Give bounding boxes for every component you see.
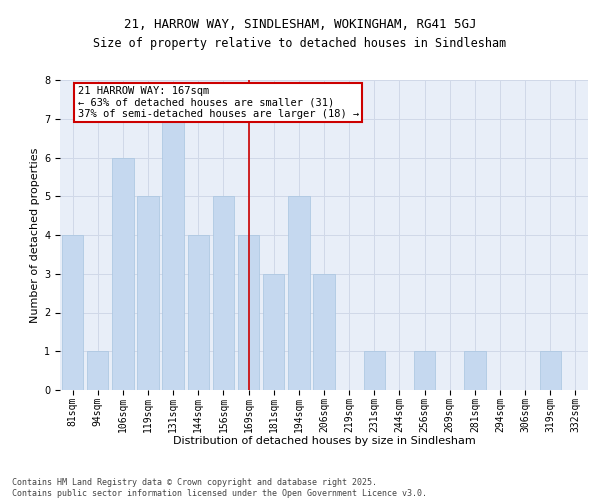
X-axis label: Distribution of detached houses by size in Sindlesham: Distribution of detached houses by size … (173, 436, 475, 446)
Bar (188, 235, 209, 390)
Bar (288, 196, 310, 390)
Text: Size of property relative to detached houses in Sindlesham: Size of property relative to detached ho… (94, 38, 506, 51)
Bar (62, 235, 83, 390)
Bar (87, 351, 109, 390)
Bar (464, 351, 485, 390)
Bar (263, 274, 284, 390)
Bar (163, 118, 184, 390)
Bar (414, 351, 435, 390)
Bar (238, 235, 259, 390)
Text: 21, HARROW WAY, SINDLESHAM, WOKINGHAM, RG41 5GJ: 21, HARROW WAY, SINDLESHAM, WOKINGHAM, R… (124, 18, 476, 30)
Bar (313, 274, 335, 390)
Bar (137, 196, 158, 390)
Bar (364, 351, 385, 390)
Y-axis label: Number of detached properties: Number of detached properties (30, 148, 40, 322)
Text: 21 HARROW WAY: 167sqm
← 63% of detached houses are smaller (31)
37% of semi-deta: 21 HARROW WAY: 167sqm ← 63% of detached … (77, 86, 359, 119)
Bar (112, 158, 134, 390)
Text: Contains HM Land Registry data © Crown copyright and database right 2025.
Contai: Contains HM Land Registry data © Crown c… (12, 478, 427, 498)
Bar (539, 351, 561, 390)
Bar (213, 196, 234, 390)
